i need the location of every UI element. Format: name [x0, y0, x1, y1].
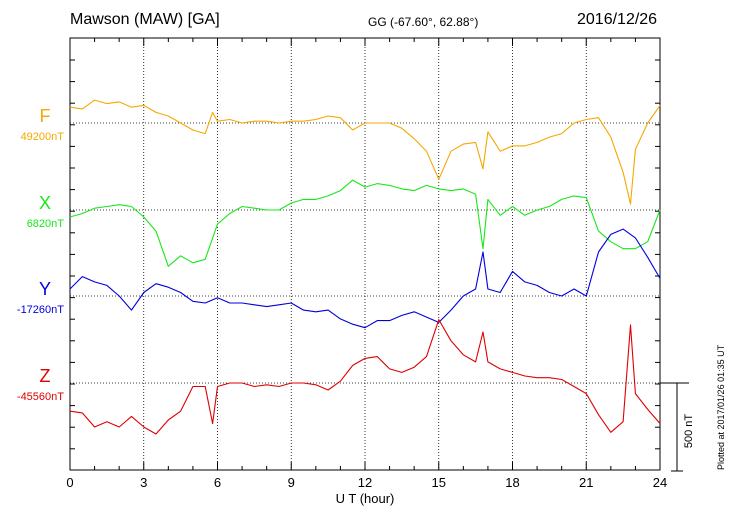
- component-label-z: Z: [40, 366, 51, 386]
- baseline-value-z: -45560nT: [17, 391, 64, 403]
- series-line-z: [69, 319, 661, 435]
- baseline-value-y: -17260nT: [17, 304, 64, 316]
- series-line-y: [69, 228, 661, 329]
- geographic-coordinates: GG (-67.60°, 62.88°): [368, 15, 479, 29]
- series-line-f: [69, 99, 661, 205]
- component-label-x: X: [39, 193, 51, 213]
- baseline-value-f: 49200nT: [21, 131, 65, 143]
- plotted-timestamp: Plotted at 2017/01/26 01:35 UT: [716, 344, 726, 470]
- x-tick-label: 18: [505, 475, 519, 490]
- x-tick-label: 12: [358, 475, 372, 490]
- component-label-f: F: [40, 106, 51, 126]
- series-line-x: [69, 179, 661, 267]
- station-title: Mawson (MAW) [GA]: [70, 11, 220, 28]
- x-tick-label: 6: [214, 475, 221, 490]
- x-tick-label: 9: [288, 475, 295, 490]
- chart-date: 2016/12/26: [577, 11, 658, 28]
- x-tick-label: 15: [432, 475, 446, 490]
- scale-bar-label: 500 nT: [683, 414, 695, 449]
- x-tick-label: 0: [66, 475, 73, 490]
- x-axis-label: U T (hour): [336, 491, 395, 506]
- x-tick-label: 24: [653, 475, 667, 490]
- baseline-value-x: 6820nT: [27, 218, 65, 230]
- component-label-y: Y: [39, 279, 51, 299]
- x-tick-label: 3: [140, 475, 147, 490]
- x-tick-label: 21: [579, 475, 593, 490]
